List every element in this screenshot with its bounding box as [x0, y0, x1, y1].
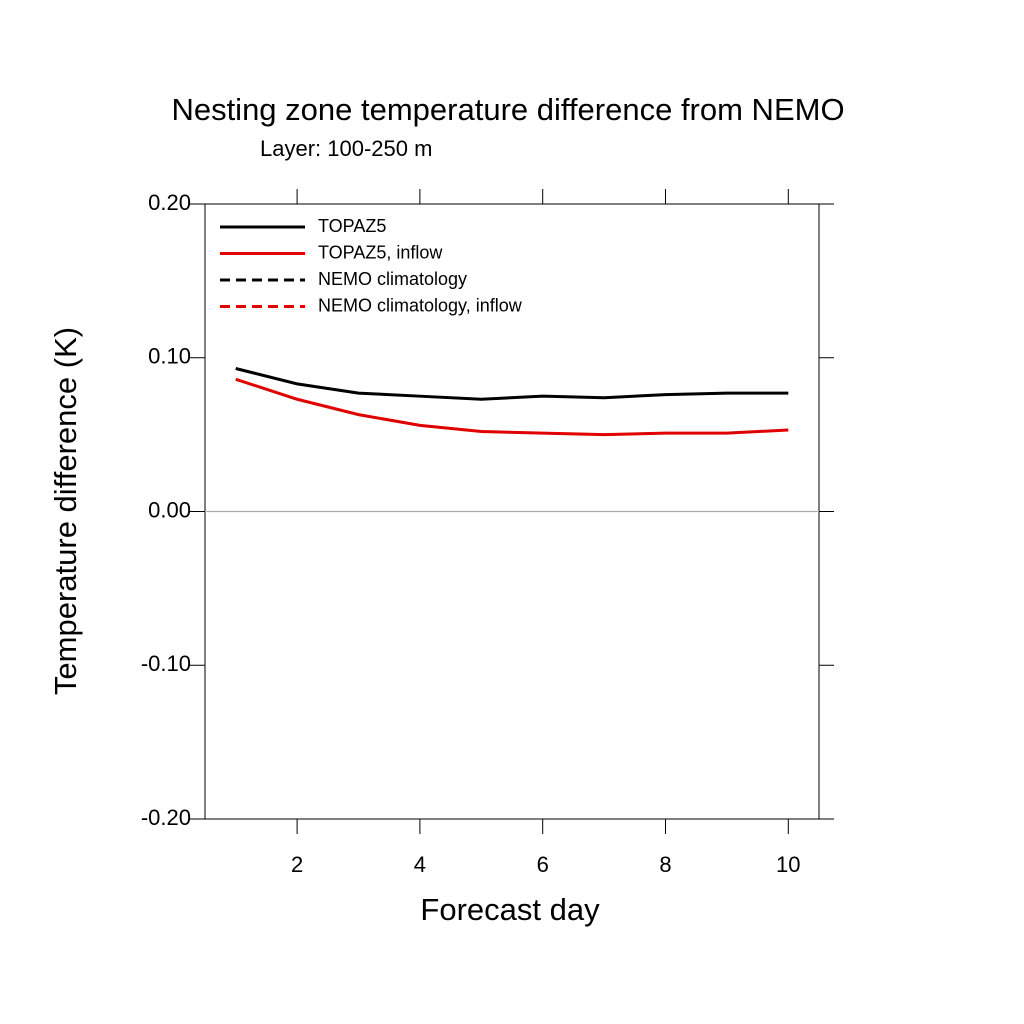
y-tick-label: 0.10 [148, 344, 191, 369]
x-tick-label: 6 [537, 852, 549, 877]
y-tick-label: -0.20 [141, 805, 191, 830]
y-axis-label: Temperature difference (K) [48, 327, 83, 695]
chart-subtitle: Layer: 100-250 m [260, 136, 432, 161]
series-line [235, 367, 789, 401]
y-tick-label: 0.20 [148, 190, 191, 215]
y-tick-label: 0.00 [148, 497, 191, 522]
legend-label: NEMO climatology [318, 269, 467, 289]
x-tick-label: 10 [776, 852, 800, 877]
legend-label: NEMO climatology, inflow [318, 295, 523, 315]
x-tick-label: 2 [291, 852, 303, 877]
y-tick-label: -0.10 [141, 651, 191, 676]
x-tick-label: 4 [414, 852, 426, 877]
legend-label: TOPAZ5 [318, 216, 386, 236]
x-axis-label: Forecast day [420, 892, 600, 927]
chart-title: Nesting zone temperature difference from… [171, 92, 844, 127]
series-line [235, 377, 789, 437]
legend-label: TOPAZ5, inflow [318, 242, 443, 262]
x-tick-label: 8 [659, 852, 671, 877]
